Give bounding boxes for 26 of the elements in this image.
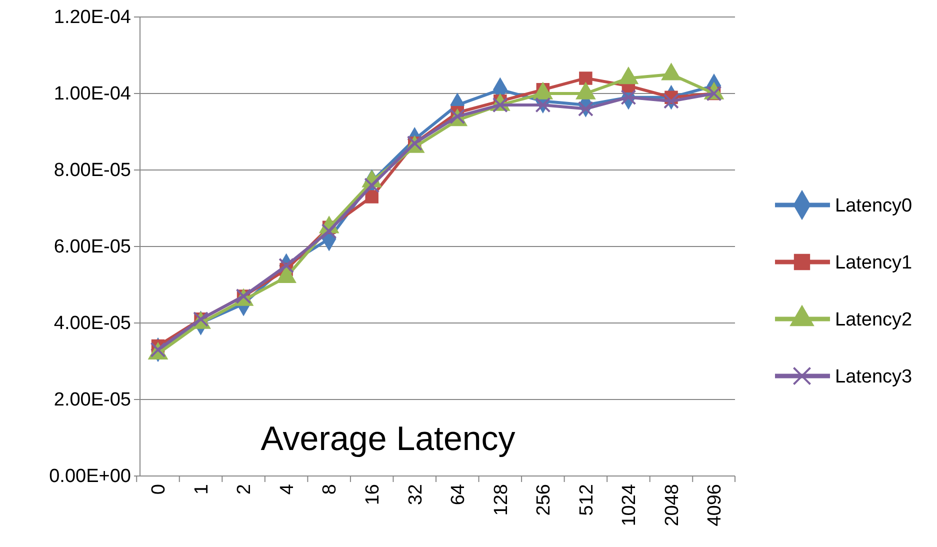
legend-label: Latency3: [835, 366, 912, 388]
x-tick-label: 0: [148, 484, 170, 495]
y-tick-label: 1.20E-04: [54, 7, 132, 28]
legend-label: Latency0: [835, 196, 912, 217]
x-tick-label: 4: [276, 484, 298, 495]
x-tick-label: 1024: [619, 484, 640, 526]
y-tick-label: 0.00E+00: [49, 466, 131, 488]
y-tick-label: 1.00E-04: [54, 84, 132, 105]
x-tick-label: 8: [320, 484, 341, 495]
x-tick-label: 4096: [704, 484, 726, 526]
x-tick-label: 1: [191, 484, 212, 495]
x-tick-label: 128: [490, 484, 512, 516]
y-tick-label: 8.00E-05: [54, 160, 131, 182]
x-tick-label: 2: [234, 484, 256, 495]
x-tick-label: 2048: [662, 484, 683, 526]
x-tick-label: 16: [362, 484, 384, 506]
y-tick-label: 2.00E-05: [54, 390, 131, 411]
legend-label: Latency1: [835, 252, 912, 274]
y-tick-label: 4.00E-05: [54, 313, 131, 334]
text: Average Latency: [260, 420, 516, 458]
x-tick-label: 32: [405, 484, 426, 506]
legend-label: Latency2: [835, 310, 912, 331]
x-tick-label: 512: [576, 484, 598, 516]
x-tick-label: 64: [448, 484, 470, 506]
x-tick-label: 256: [534, 484, 555, 516]
y-tick-label: 6.00E-05: [54, 236, 131, 258]
